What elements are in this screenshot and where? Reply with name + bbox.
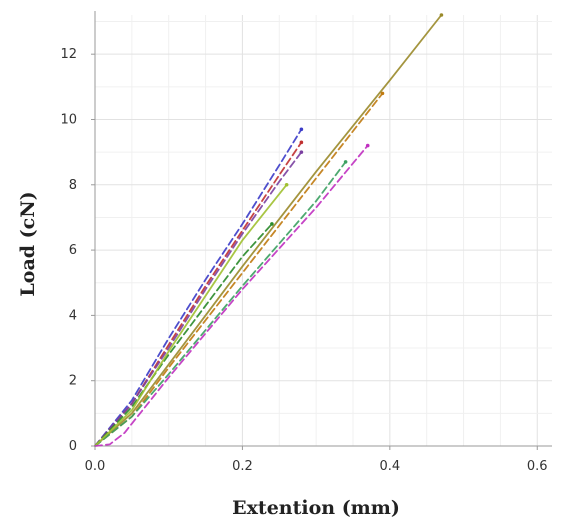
series-line xyxy=(94,151,303,447)
series-group xyxy=(94,13,444,447)
series-endpoint xyxy=(270,222,274,226)
series-endpoint xyxy=(299,140,304,145)
y-tick-label: 8 xyxy=(69,178,77,193)
x-tick-label: 0.6 xyxy=(527,459,548,474)
series-line xyxy=(94,128,303,447)
series-endpoint xyxy=(299,127,304,132)
tick-labels: 0.0 0.2 0.4 0.6 0 2 4 6 8 10 12 xyxy=(60,47,547,474)
y-tick-label: 12 xyxy=(60,47,77,62)
series-line xyxy=(94,161,347,447)
series-line xyxy=(94,144,369,447)
x-tick-label: 0.4 xyxy=(379,459,400,474)
y-tick-label: 6 xyxy=(69,243,77,258)
series-line xyxy=(94,141,303,447)
series-endpoint xyxy=(284,182,289,187)
series-line xyxy=(94,183,288,447)
x-axis-title: Extention (mm) xyxy=(232,497,400,519)
series-endpoint xyxy=(299,150,304,154)
y-tick-label: 0 xyxy=(69,439,77,454)
series-endpoint xyxy=(365,143,370,148)
series-endpoint xyxy=(380,91,385,96)
y-tick-label: 2 xyxy=(69,374,77,389)
y-axis-title: Load (cN) xyxy=(17,191,39,296)
series-line xyxy=(94,223,273,447)
x-tick-label: 0.2 xyxy=(232,459,253,474)
y-tick-label: 4 xyxy=(69,308,77,323)
x-tick-label: 0.0 xyxy=(85,459,106,474)
axes xyxy=(94,11,552,447)
y-tick-label: 10 xyxy=(60,112,77,127)
series-endpoint xyxy=(439,13,444,17)
series-line xyxy=(94,14,443,447)
series-endpoint xyxy=(343,160,348,164)
